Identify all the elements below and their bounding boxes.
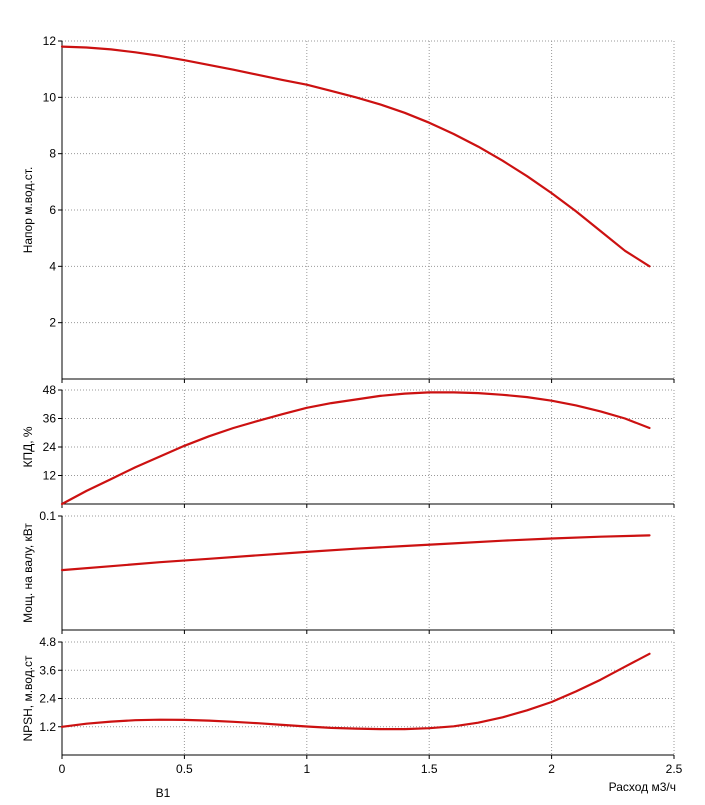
y-axis-label: NPSH, м.вод.ст [21,655,35,742]
x-tick-label: 0 [59,762,66,776]
panel-3: 0.1 Мощ. на валу, кВт [21,509,675,634]
y-tick-label: 4 [49,259,56,273]
y-tick-label: 4.8 [39,635,56,649]
y-tick-label: 10 [43,90,57,104]
y-tick-label: 6 [49,203,56,217]
series-line-1 [60,391,651,506]
x-tick-label: 2.5 [666,762,683,776]
y-tick-label: 36 [43,412,57,426]
panel-1: 2 4 6 8 10 12 Напор м.вод.ст. [21,34,675,383]
series-line-1 [60,534,651,572]
y-tick-label: 1.2 [39,720,56,734]
panel-4: 1.2 2.4 3.6 4.8 0 0.5 1 1.5 2 2.5 Расход м3/ч NPSH,… [21,635,683,794]
y-tick-label: 3.6 [39,663,56,677]
y-axis-label: Напор м.вод.ст. [21,167,35,254]
panel-2: 12 24 36 48 КПД, % [21,383,675,508]
y-axis-label: КПД, % [21,426,35,467]
y-tick-label: 2 [49,316,56,330]
y-tick-label: 12 [43,469,57,483]
x-tick-label: 0.5 [176,762,193,776]
x-axis-label: Расход м3/ч [609,780,676,794]
y-tick-label: 24 [43,440,57,454]
y-tick-label: 12 [43,34,57,48]
footer-label: В1 [156,786,171,800]
series-line-1 [60,652,651,731]
y-axis-label: Мощ. на валу, кВт [21,523,35,623]
x-tick-label: 1.5 [421,762,438,776]
x-tick-label: 2 [548,762,555,776]
x-tick-label: 1 [303,762,310,776]
series-line-1 [60,45,651,268]
y-tick-label: 2.4 [39,692,56,706]
y-tick-label: 48 [43,383,57,397]
y-tick-label: 0.1 [39,509,56,523]
plot-area [62,516,674,630]
y-tick-label: 8 [49,147,56,161]
